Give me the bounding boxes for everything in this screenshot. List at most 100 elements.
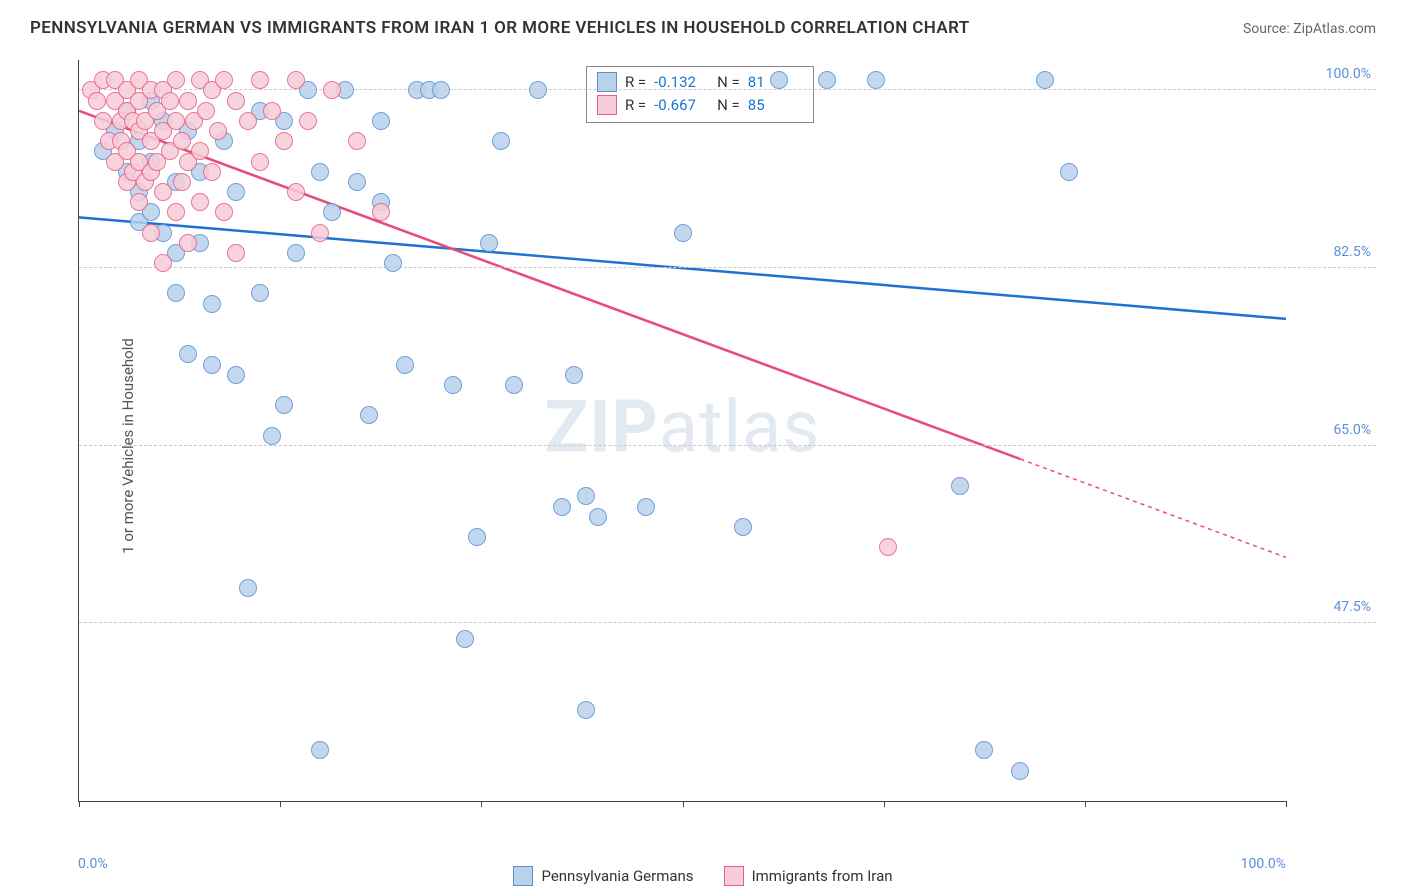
stat-n-label: N = <box>717 94 740 117</box>
data-point <box>565 366 583 384</box>
data-point <box>951 477 969 495</box>
data-point <box>323 203 341 221</box>
data-point <box>227 244 245 262</box>
x-tick <box>79 801 80 807</box>
data-point <box>173 173 191 191</box>
data-point <box>167 71 185 89</box>
data-point <box>142 224 160 242</box>
data-point <box>589 508 607 526</box>
data-point <box>179 234 197 252</box>
data-point <box>975 741 993 759</box>
data-point <box>879 538 897 556</box>
data-point <box>818 71 836 89</box>
data-point <box>263 102 281 120</box>
gridline <box>79 445 1376 446</box>
data-point <box>444 376 462 394</box>
data-point <box>492 132 510 150</box>
data-point <box>215 203 233 221</box>
data-point <box>263 427 281 445</box>
data-point <box>251 284 269 302</box>
data-point <box>239 579 257 597</box>
data-point <box>179 92 197 110</box>
data-point <box>529 81 547 99</box>
data-point <box>203 356 221 374</box>
data-point <box>191 142 209 160</box>
data-point <box>480 234 498 252</box>
data-point <box>348 173 366 191</box>
x-tick <box>280 801 281 807</box>
x-tick <box>1286 801 1287 807</box>
data-point <box>396 356 414 374</box>
data-point <box>167 284 185 302</box>
data-point <box>275 396 293 414</box>
data-point <box>287 244 305 262</box>
legend-swatch <box>724 866 744 886</box>
data-point <box>130 193 148 211</box>
x-tick <box>683 801 684 807</box>
data-point <box>1036 71 1054 89</box>
data-point <box>227 183 245 201</box>
data-point <box>674 224 692 242</box>
legend-label: Pennsylvania Germans <box>541 867 693 885</box>
data-point <box>203 163 221 181</box>
watermark: ZIPatlas <box>545 384 821 469</box>
legend-swatch <box>513 866 533 886</box>
data-point <box>173 132 191 150</box>
legend-item: Immigrants from Iran <box>724 866 893 886</box>
data-point <box>468 528 486 546</box>
data-point <box>360 406 378 424</box>
x-tick <box>481 801 482 807</box>
data-point <box>251 71 269 89</box>
data-point <box>215 71 233 89</box>
data-point <box>167 203 185 221</box>
gridline <box>79 267 1376 268</box>
data-point <box>299 112 317 130</box>
y-tick-label: 82.5% <box>1291 244 1371 260</box>
data-point <box>348 132 366 150</box>
data-point <box>432 81 450 99</box>
legend-label: Immigrants from Iran <box>752 867 893 885</box>
x-tick <box>884 801 885 807</box>
data-point <box>770 71 788 89</box>
data-point <box>179 345 197 363</box>
data-point <box>323 81 341 99</box>
gridline <box>79 89 1376 90</box>
data-point <box>311 163 329 181</box>
chart-area: 1 or more Vehicles in Household ZIPatlas… <box>30 50 1376 842</box>
stat-n-value: 85 <box>748 94 803 117</box>
watermark-bold: ZIP <box>545 384 659 469</box>
y-tick-label: 100.0% <box>1291 66 1371 82</box>
data-point <box>577 701 595 719</box>
data-point <box>384 254 402 272</box>
source-label: Source: ZipAtlas.com <box>1243 21 1376 37</box>
stats-row: R =-0.667N =85 <box>597 94 803 117</box>
data-point <box>227 92 245 110</box>
data-point <box>154 183 172 201</box>
data-point <box>251 153 269 171</box>
legend: Pennsylvania Germans Immigrants from Iran <box>0 866 1406 886</box>
data-point <box>275 132 293 150</box>
data-point <box>287 71 305 89</box>
data-point <box>197 102 215 120</box>
series-swatch <box>597 95 617 115</box>
data-point <box>456 630 474 648</box>
data-point <box>191 193 209 211</box>
data-point <box>239 112 257 130</box>
data-point <box>94 112 112 130</box>
data-point <box>867 71 885 89</box>
gridline <box>79 622 1376 623</box>
data-point <box>287 183 305 201</box>
data-point <box>209 122 227 140</box>
data-point <box>88 92 106 110</box>
data-point <box>227 366 245 384</box>
data-point <box>372 112 390 130</box>
data-point <box>161 92 179 110</box>
data-point <box>577 487 595 505</box>
data-point <box>311 224 329 242</box>
legend-item: Pennsylvania Germans <box>513 866 693 886</box>
trend-lines <box>79 60 1286 801</box>
y-tick-label: 47.5% <box>1291 599 1371 615</box>
plot-area: ZIPatlas R =-0.132N =81R =-0.667N =85 47… <box>78 60 1286 802</box>
data-point <box>1060 163 1078 181</box>
y-tick-label: 65.0% <box>1291 422 1371 438</box>
